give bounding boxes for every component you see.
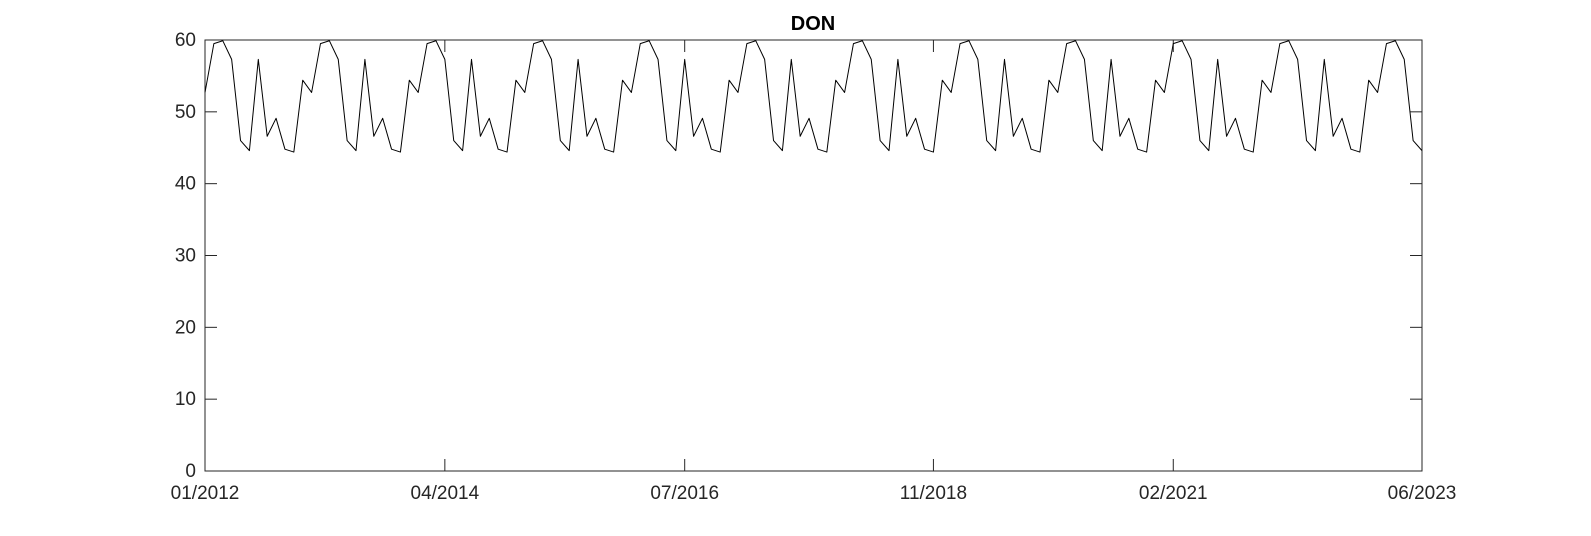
x-tick-label: 07/2016: [650, 483, 719, 504]
series-layer: [204, 40, 1423, 153]
y-tick-label: 0: [185, 461, 196, 482]
plot-frame: [204, 39, 1423, 472]
x-tick-label: 01/2012: [171, 483, 240, 504]
series-line: [204, 40, 1423, 153]
y-tick-label: 50: [175, 102, 196, 123]
x-tick-label: 06/2023: [1388, 483, 1457, 504]
y-tick-label: 20: [175, 317, 196, 338]
y-tick-label: 40: [175, 174, 196, 195]
chart-title: DON: [791, 13, 835, 35]
axes: 0 10 20 30 40 50 60 01/2012 04/2014 07/2016 11/201…: [171, 30, 1457, 504]
y-tick-label: 10: [175, 389, 196, 410]
x-tick-label: 02/2021: [1139, 483, 1208, 504]
y-tick-label: 60: [175, 30, 196, 51]
x-tick-label: 11/2018: [900, 483, 967, 504]
y-tick-label: 30: [175, 246, 196, 267]
x-tick-label: 04/2014: [411, 483, 480, 504]
